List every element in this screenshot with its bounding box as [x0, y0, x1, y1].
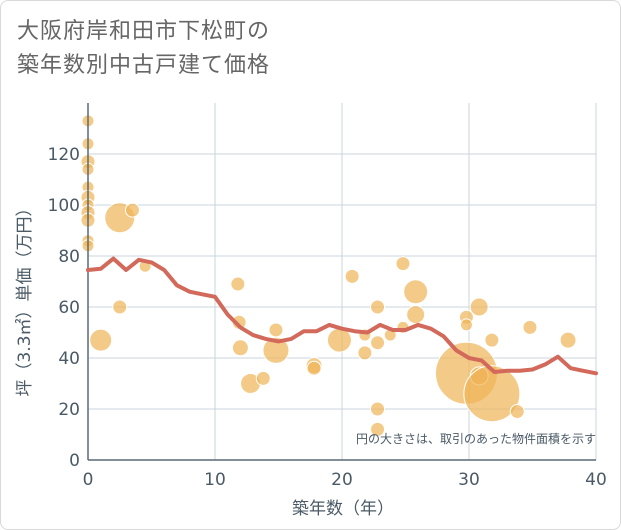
bubble-point [522, 319, 538, 335]
bubble-point [406, 305, 426, 325]
y-tick-label: 40 [58, 349, 80, 369]
bubble-point [463, 365, 521, 423]
axes [87, 103, 596, 461]
y-axis-label: 坪（3.3㎡）単価（万円） [15, 199, 35, 396]
bubble-point [370, 335, 386, 351]
bubble-point [255, 370, 271, 386]
bubble-point [459, 318, 473, 332]
bubble-point [484, 332, 500, 348]
size-legend-note: 円の大きさは、取引のあった物件面積を示す [356, 431, 596, 446]
x-tick-label: 10 [204, 470, 226, 490]
x-tick-label: 40 [585, 470, 607, 490]
grid-lines [88, 103, 597, 460]
y-tick-label: 120 [48, 145, 80, 165]
bubble-point [469, 297, 489, 317]
x-tick-label: 20 [331, 470, 353, 490]
y-tick-label: 60 [58, 298, 80, 318]
bubble-point [124, 202, 140, 218]
bubble-point [231, 339, 249, 357]
bubble-point [370, 299, 386, 315]
bubble-point [231, 314, 247, 330]
bubble-point [344, 268, 360, 284]
y-tick-label: 100 [48, 196, 80, 216]
y-tick-label: 20 [58, 400, 80, 420]
trend-layer [86, 256, 598, 376]
y-tick-label: 0 [69, 451, 80, 471]
bubble-point [370, 401, 386, 417]
tick-labels: 0 20 40 60 80 100 120 0 10 20 30 40 [48, 145, 607, 490]
bubble-point [395, 256, 411, 272]
bubble-point [230, 276, 246, 292]
y-tick-label: 80 [58, 247, 80, 267]
bubble-point [403, 279, 429, 305]
bubble-point [509, 404, 525, 420]
bubble-point [559, 331, 577, 349]
bubble-layer [80, 114, 577, 437]
bubble-point [357, 345, 373, 361]
bubble-point [262, 336, 290, 364]
bubble-point [112, 299, 128, 315]
bubble-point [306, 360, 322, 376]
chart-title-line-2: 築年数別中古戸建て価格 [17, 53, 271, 78]
bubble-point [89, 328, 113, 352]
chart-title-line-1: 大阪府岸和田市下松町の [17, 19, 271, 44]
x-tick-label: 30 [458, 470, 480, 490]
bubble-point [370, 421, 386, 437]
bubble-point [268, 322, 284, 338]
chart-title: 大阪府岸和田市下松町の 築年数別中古戸建て価格 [17, 15, 270, 83]
x-tick-label: 0 [83, 470, 94, 490]
x-axis-label: 築年数（年） [292, 499, 394, 519]
trend-line [86, 256, 598, 376]
